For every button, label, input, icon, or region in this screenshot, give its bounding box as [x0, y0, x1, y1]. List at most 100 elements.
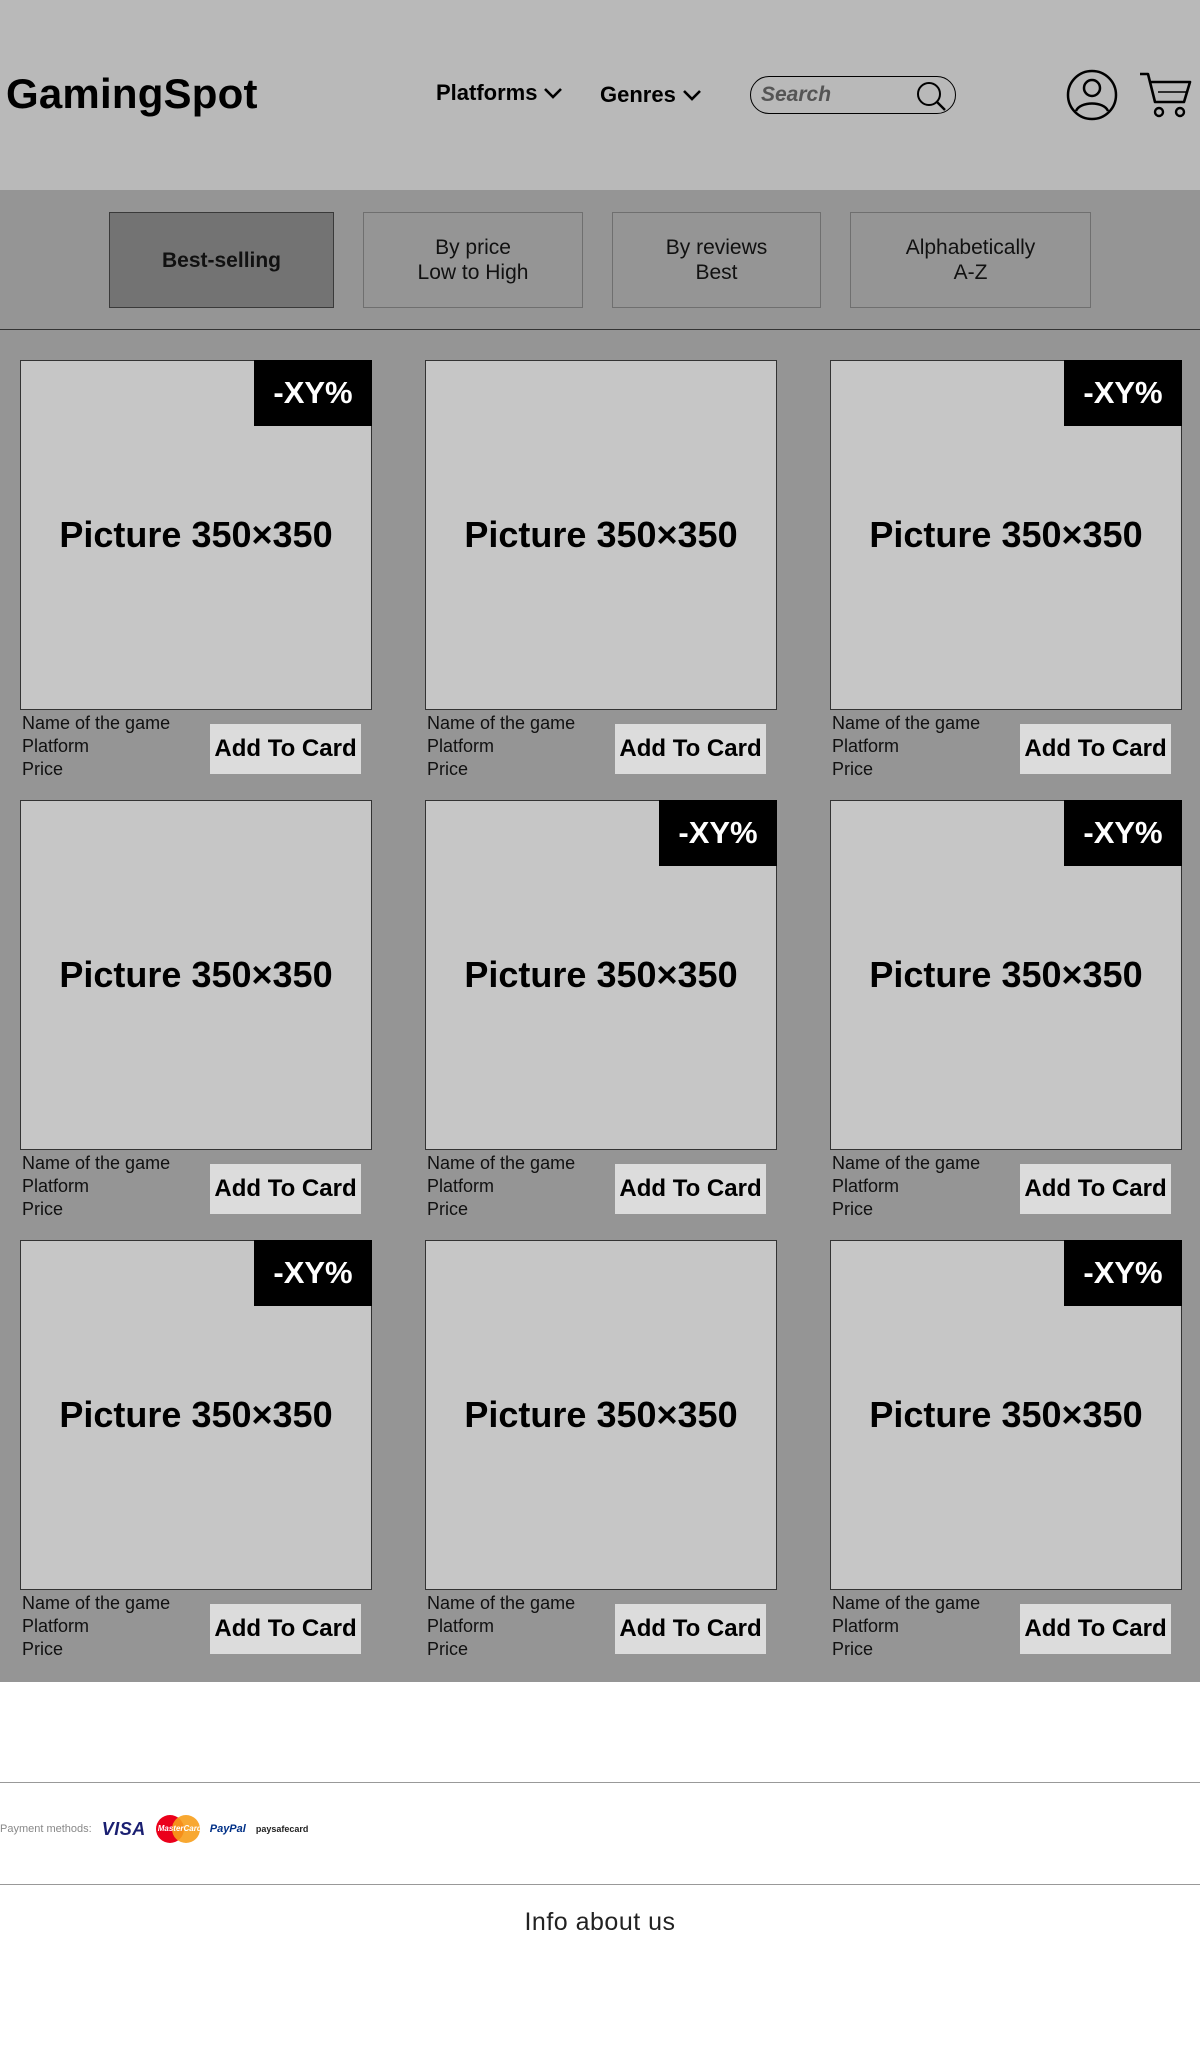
product-card[interactable]: Picture 350×350 -XY% Name of the game Platf…	[425, 800, 777, 1230]
payment-methods-label: Payment methods:	[0, 1823, 92, 1835]
product-platform: Platform	[22, 1616, 90, 1636]
product-info: Name of the game Platform Price	[832, 1152, 980, 1221]
product-picture-label: Picture 350×350	[464, 954, 738, 995]
product-card[interactable]: Picture 350×350 Name of the game Platform P…	[425, 360, 777, 790]
product-picture-label: Picture 350×350	[869, 1394, 1143, 1435]
paysafecard-logo: paysafecard	[255, 1823, 309, 1834]
sort-bar: Best-selling By price Low to High By rev…	[0, 190, 1200, 330]
search-input[interactable]	[761, 81, 911, 109]
product-info: Name of the game Platform Price	[22, 1592, 170, 1661]
footer-divider	[0, 1782, 1200, 1783]
product-price: Price	[22, 759, 64, 779]
product-platform: Platform	[832, 736, 900, 756]
discount-badge: -XY%	[1064, 1240, 1182, 1306]
product-info: Name of the game Platform Price	[427, 1152, 575, 1221]
nav-platforms-label: Platforms	[436, 80, 538, 105]
product-card[interactable]: Picture 350×350 -XY% Name of the game Platf…	[830, 360, 1182, 790]
product-card[interactable]: Picture 350×350 Name of the game Platform P…	[20, 800, 372, 1230]
add-to-cart-button[interactable]: Add To Card	[1020, 1164, 1171, 1214]
product-picture-label: Picture 350×350	[869, 514, 1143, 555]
product-picture[interactable]: Picture 350×350	[425, 360, 777, 710]
product-platform: Platform	[22, 736, 90, 756]
product-picture-label: Picture 350×350	[59, 514, 333, 555]
product-name[interactable]: Name of the game	[427, 1153, 576, 1173]
nav-genres-label: Genres	[600, 82, 676, 107]
chevron-down-icon	[544, 88, 563, 99]
paypal-logo: PayPal	[209, 1823, 246, 1835]
product-price: Price	[832, 1639, 874, 1659]
product-info: Name of the game Platform Price	[22, 712, 170, 781]
product-picture[interactable]: Picture 350×350	[20, 800, 372, 1150]
product-picture-label: Picture 350×350	[464, 514, 738, 555]
product-picture[interactable]: Picture 350×350	[425, 1240, 777, 1590]
search-box	[750, 76, 956, 114]
product-price: Price	[427, 1199, 469, 1219]
add-to-cart-button[interactable]: Add To Card	[1020, 1604, 1171, 1654]
add-to-cart-button[interactable]: Add To Card	[615, 1604, 766, 1654]
discount-badge: -XY%	[1064, 800, 1182, 866]
product-name[interactable]: Name of the game	[22, 713, 171, 733]
nav-platforms[interactable]: Platforms	[436, 80, 563, 106]
product-platform: Platform	[832, 1176, 900, 1196]
discount-badge: -XY%	[254, 360, 372, 426]
add-to-cart-button[interactable]: Add To Card	[615, 724, 766, 774]
product-picture-label: Picture 350×350	[869, 954, 1143, 995]
product-platform: Platform	[427, 736, 495, 756]
product-card[interactable]: Picture 350×350 -XY% Name of the game Platf…	[830, 1240, 1182, 1670]
site-logo[interactable]: GamingSpot	[6, 70, 258, 117]
mastercard-logo-text: MasterCard	[157, 1824, 202, 1833]
product-price: Price	[22, 1199, 64, 1219]
product-picture-label: Picture 350×350	[59, 1394, 333, 1435]
product-price: Price	[832, 759, 874, 779]
add-to-cart-button[interactable]: Add To Card	[1020, 724, 1171, 774]
product-platform: Platform	[427, 1616, 495, 1636]
footer-divider	[0, 1884, 1200, 1885]
add-to-cart-button[interactable]: Add To Card	[210, 724, 361, 774]
user-account-icon[interactable]	[1066, 69, 1118, 121]
sort-price-button[interactable]: By price Low to High	[363, 212, 583, 308]
discount-badge: -XY%	[659, 800, 777, 866]
product-grid: Picture 350×350 -XY% Name of the game Platf…	[0, 330, 1200, 1682]
product-platform: Platform	[22, 1176, 90, 1196]
product-name[interactable]: Name of the game	[427, 1593, 576, 1613]
visa-logo: VISA	[101, 1818, 146, 1839]
add-to-cart-button[interactable]: Add To Card	[210, 1604, 361, 1654]
search-icon[interactable]	[915, 80, 947, 112]
product-card[interactable]: Picture 350×350 -XY% Name of the game Platf…	[20, 1240, 372, 1670]
chevron-down-icon	[682, 90, 701, 101]
product-name[interactable]: Name of the game	[22, 1153, 171, 1173]
add-to-cart-button[interactable]: Add To Card	[210, 1164, 361, 1214]
product-platform: Platform	[832, 1616, 900, 1636]
nav-genres[interactable]: Genres	[600, 82, 702, 108]
product-info: Name of the game Platform Price	[832, 1592, 980, 1661]
payment-methods: Payment methods: VISA MasterCard PayPal …	[0, 1815, 308, 1843]
product-name[interactable]: Name of the game	[22, 1593, 171, 1613]
sort-best-selling-button[interactable]: Best-selling	[109, 212, 334, 308]
product-picture[interactable]: Picture 350×350	[425, 800, 777, 1150]
product-price: Price	[427, 1639, 469, 1659]
sort-alphabetical-button[interactable]: Alphabetically A-Z	[850, 212, 1091, 308]
discount-badge: -XY%	[254, 1240, 372, 1306]
product-name[interactable]: Name of the game	[427, 713, 576, 733]
product-name[interactable]: Name of the game	[832, 713, 981, 733]
info-about-us-link[interactable]: Info about us	[524, 1908, 676, 1936]
product-name[interactable]: Name of the game	[832, 1153, 981, 1173]
discount-badge: -XY%	[1064, 360, 1182, 426]
product-price: Price	[832, 1199, 874, 1219]
product-info: Name of the game Platform Price	[22, 1152, 170, 1221]
product-price: Price	[22, 1639, 64, 1659]
product-name[interactable]: Name of the game	[832, 1593, 981, 1613]
product-info: Name of the game Platform Price	[832, 712, 980, 781]
product-picture-label: Picture 350×350	[59, 954, 333, 995]
product-card[interactable]: Picture 350×350 Name of the game Platform P…	[425, 1240, 777, 1670]
sort-reviews-button[interactable]: By reviews Best	[612, 212, 821, 308]
site-header: GamingSpot Platforms Genres	[0, 0, 1200, 190]
product-info: Name of the game Platform Price	[427, 1592, 575, 1661]
product-price: Price	[427, 759, 469, 779]
add-to-cart-button[interactable]: Add To Card	[615, 1164, 766, 1214]
cart-icon[interactable]	[1138, 68, 1194, 120]
product-card[interactable]: Picture 350×350 -XY% Name of the game Platf…	[830, 800, 1182, 1230]
product-info: Name of the game Platform Price	[427, 712, 575, 781]
mastercard-logo: MasterCard	[155, 1815, 202, 1843]
product-card[interactable]: Picture 350×350 -XY% Name of the game Platf…	[20, 360, 372, 790]
